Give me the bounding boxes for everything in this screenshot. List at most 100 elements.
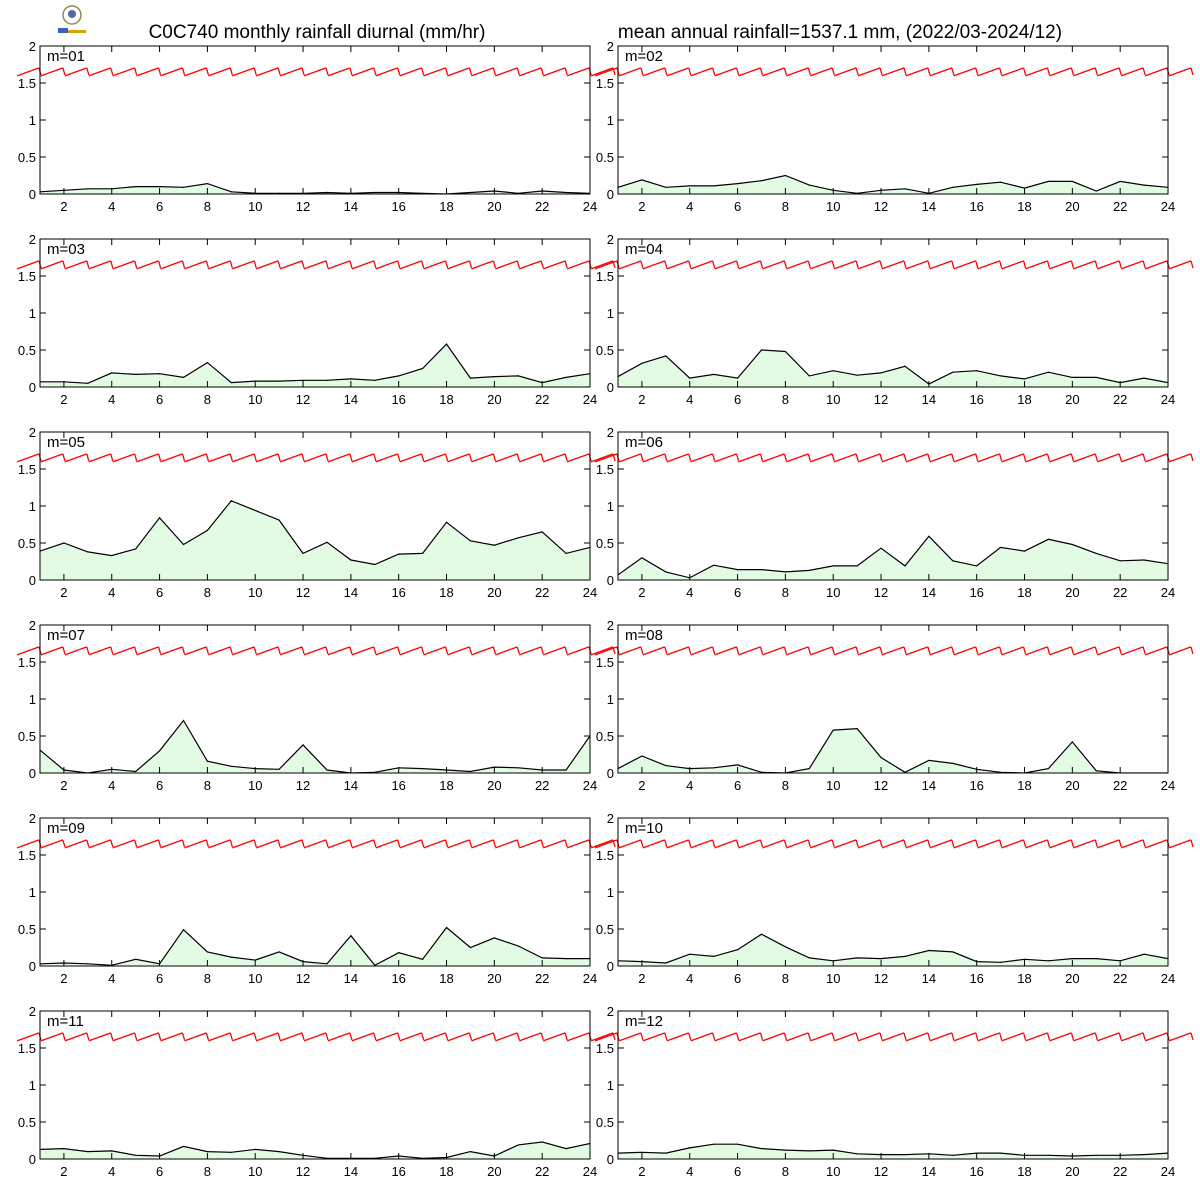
month-label: m=01 <box>47 48 85 65</box>
rainfall-point <box>904 955 906 957</box>
wind-barb <box>184 260 210 270</box>
x-tick-label: 10 <box>248 971 262 986</box>
y-tick-label: 0.5 <box>596 536 614 551</box>
wind-barb <box>279 1032 305 1042</box>
x-tick-label: 18 <box>439 585 453 600</box>
wind-barb <box>1144 646 1170 656</box>
x-tick-label: 20 <box>1065 585 1079 600</box>
rainfall-point <box>374 563 376 566</box>
rainfall-point <box>856 374 858 376</box>
x-tick-label: 4 <box>108 392 115 407</box>
rainfall-point <box>1000 1152 1002 1154</box>
rainfall-point <box>832 370 834 372</box>
wind-barb <box>1097 839 1122 849</box>
wind-barb <box>447 839 473 849</box>
wind-barb <box>447 453 473 463</box>
rainfall-point <box>1047 538 1050 540</box>
y-tick-label: 0 <box>607 959 614 974</box>
wind-barb <box>184 67 210 77</box>
wind-barb <box>618 453 644 463</box>
x-tick-label: 8 <box>782 1164 789 1179</box>
x-tick-label: 10 <box>826 199 840 214</box>
x-tick-label: 18 <box>439 1164 453 1179</box>
rainfall-point <box>808 767 810 770</box>
wind-barb <box>881 260 907 270</box>
wind-barb <box>423 260 449 270</box>
wind-barb <box>1120 67 1146 77</box>
wind-barb <box>738 839 764 849</box>
panel-m-03: 00.511.522 4 6 8 10 12 14 16 18 20 22 24m=03 <box>16 232 616 407</box>
x-tick-label: 6 <box>734 585 741 600</box>
rainfall-point <box>469 770 472 773</box>
x-tick-label: 6 <box>156 392 163 407</box>
wind-barb <box>112 839 138 849</box>
wind-barb <box>977 260 1003 270</box>
rainfall-point <box>689 185 691 187</box>
y-tick-label: 2 <box>607 39 614 54</box>
wind-barb <box>232 453 257 463</box>
wind-barb-row <box>594 1032 1194 1042</box>
x-tick-label: 4 <box>108 778 115 793</box>
y-tick-label: 1 <box>29 306 36 321</box>
month-label: m=12 <box>625 1013 663 1030</box>
y-tick-label: 2 <box>29 39 36 54</box>
wind-barb <box>1144 839 1170 849</box>
rainfall-point <box>230 191 232 193</box>
wind-barb <box>1120 646 1146 656</box>
wind-barb <box>232 67 257 77</box>
rainfall-point <box>278 768 280 770</box>
rainfall-point <box>736 377 739 379</box>
rainfall-point <box>445 521 448 523</box>
x-tick-label: 2 <box>638 1164 645 1179</box>
rainfall-point <box>230 381 232 384</box>
wind-barb <box>1073 67 1098 77</box>
y-tick-label: 1.5 <box>596 655 614 670</box>
rainfall-point <box>856 728 858 730</box>
x-tick-label: 8 <box>204 971 211 986</box>
y-tick-label: 1.5 <box>596 269 614 284</box>
rainfall-point <box>1095 770 1097 772</box>
rainfall-point <box>565 191 567 194</box>
rainfall-point <box>63 1148 65 1150</box>
rainfall-point <box>326 191 328 194</box>
wind-barb <box>447 260 473 270</box>
y-tick-label: 1 <box>29 692 36 707</box>
x-tick-label: 22 <box>535 778 549 793</box>
wind-barb <box>423 646 449 656</box>
x-tick-label: 8 <box>204 392 211 407</box>
rainfall-point <box>665 962 667 964</box>
wind-barb <box>738 1032 764 1042</box>
wind-barb <box>160 646 186 656</box>
panel-m-09: 00.511.522 4 6 8 10 12 14 16 18 20 22 24m=09 <box>16 811 616 986</box>
x-tick-label: 18 <box>439 392 453 407</box>
y-tick-label: 0 <box>29 959 36 974</box>
y-tick-label: 0.5 <box>596 150 614 165</box>
wind-barb <box>1168 839 1194 849</box>
wind-barb <box>1073 260 1098 270</box>
x-tick-label: 14 <box>922 778 936 793</box>
rainfall-point <box>445 343 448 345</box>
x-tick-label: 2 <box>638 971 645 986</box>
wind-barb <box>112 67 138 77</box>
x-tick-label: 4 <box>686 971 693 986</box>
rainfall-line <box>618 349 1168 385</box>
wind-barb <box>519 646 544 656</box>
x-tick-label: 10 <box>248 585 262 600</box>
rainfall-point <box>135 1154 137 1156</box>
rainfall-point <box>760 933 763 935</box>
rainfall-point <box>904 1153 906 1156</box>
rainfall-point <box>135 186 137 188</box>
rainfall-point <box>182 1145 185 1148</box>
y-tick-label: 0.5 <box>18 1115 36 1130</box>
wind-barb <box>255 67 281 77</box>
wind-barb <box>375 646 401 656</box>
wind-barb <box>495 646 520 656</box>
x-tick-label: 14 <box>922 199 936 214</box>
y-tick-label: 2 <box>607 618 614 633</box>
wind-barb <box>88 646 114 656</box>
y-tick-label: 0.5 <box>18 729 36 744</box>
panel-frame <box>617 45 1169 195</box>
x-tick-label: 22 <box>535 199 549 214</box>
wind-barb <box>399 1032 425 1042</box>
y-tick-label: 2 <box>29 811 36 826</box>
